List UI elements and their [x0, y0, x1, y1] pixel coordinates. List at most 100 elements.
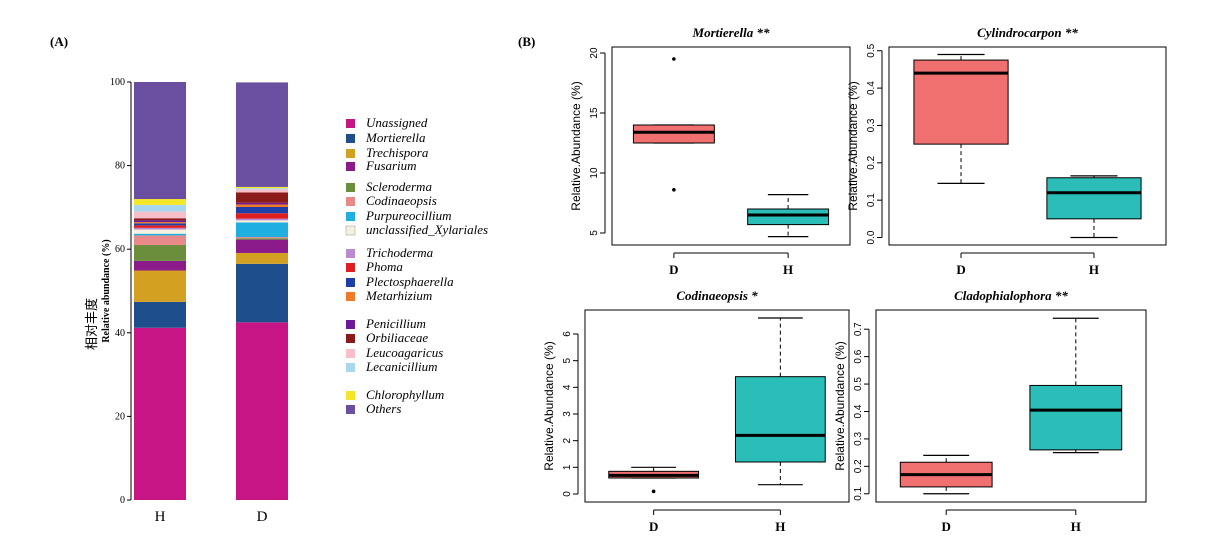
y-tick-label: 100: [110, 77, 125, 88]
bar-segment: [236, 238, 288, 240]
bar-segment: [134, 270, 186, 302]
legend-swatch: [346, 119, 355, 128]
plot-frame: [875, 309, 1147, 503]
legend-label: unclassified_Xylariales: [366, 222, 488, 237]
boxplot-panel: Cladophialophora ** 0.1 0.2 0.3 0.4 0.5 0.6 0.7…: [833, 288, 1147, 534]
bar-segment: [134, 235, 186, 246]
legend-label: Metarhizium: [365, 288, 432, 303]
boxplot-panel: Codinaeopsis * 0 1 2 3 4 5 6 Relative.Abundance …: [542, 288, 850, 534]
legend-label: Chlorophyllum: [366, 387, 444, 402]
legend-label: Purpureocillium: [365, 208, 451, 223]
bar-segment: [236, 263, 288, 323]
y-tick-label: 1: [562, 464, 573, 470]
bar-segment: [134, 225, 186, 228]
outlier-point: [651, 489, 656, 494]
stacked-bar-chart: 0 20 40 60 80 100 Relative abundance (%)相对丰度 H D: [84, 77, 288, 525]
y-tick-label: 0: [120, 495, 125, 506]
legend-swatch: [346, 334, 355, 343]
bar-segment: [134, 260, 186, 271]
bar-segment: [134, 223, 186, 226]
boxplot-panel: Mortierella ** 5 10 15 20 Relative.Abundance …: [569, 25, 851, 277]
bar-segment: [134, 229, 186, 234]
bar-segment: [236, 202, 288, 205]
plot-title: Codinaeopsis *: [676, 288, 758, 303]
bar-segment: [236, 189, 288, 193]
y-tick-label: 0: [562, 491, 573, 497]
box-H: [747, 208, 830, 226]
bar-segment: [236, 213, 288, 219]
legend-label: Mortierella: [365, 130, 426, 145]
bar-segment: [236, 220, 288, 223]
bar-segment: [134, 199, 186, 205]
legend-label: Penicillium: [365, 316, 426, 331]
y-axis-label-cn: 相对丰度: [84, 298, 100, 350]
y-tick-label: 0.7: [853, 322, 864, 336]
bar-segment: [236, 204, 288, 207]
y-tick-label: 0.2: [853, 459, 864, 473]
legend-label: Leucoagaricus: [365, 345, 443, 360]
plot-frame: [584, 309, 850, 503]
y-tick-label: 10: [589, 167, 600, 179]
bar-segment: [134, 245, 186, 261]
y-tick-label: 0.3: [853, 432, 864, 446]
plot-frame: [888, 46, 1167, 246]
y-tick-label: 5: [562, 357, 573, 363]
y-axis-label: Relative abundance (%): [101, 239, 112, 342]
bar-segment: [236, 237, 288, 239]
panel-a-label: (A): [50, 34, 68, 49]
x-category-label: H: [775, 519, 785, 534]
legend-label: Codinaeopsis: [366, 193, 437, 208]
panel-b-label: (B): [518, 34, 535, 49]
y-tick-label: 20: [589, 47, 600, 59]
x-category-label: H: [1089, 262, 1099, 277]
boxplot-panel: Cylindrocarpon ** 0.0 0.1 0.2 0.3 0.4 0.5 Relat…: [846, 25, 1167, 277]
legend-swatch: [346, 249, 355, 258]
legend-swatch: [346, 183, 355, 192]
y-tick-label: 5: [589, 230, 600, 236]
y-axis-label: Relative.Abundance (%): [846, 81, 860, 210]
outlier-point: [672, 57, 676, 61]
bar-segment: [236, 222, 288, 238]
legend-swatch: [346, 363, 355, 372]
legend-label: Phoma: [365, 259, 403, 274]
y-tick-label: 0.0: [866, 230, 877, 244]
y-tick-label: 0.5: [866, 43, 877, 57]
box-H: [734, 376, 826, 463]
legend-label: Trichoderma: [366, 245, 434, 260]
bar-segment: [134, 227, 186, 230]
y-tick-label: 40: [115, 328, 125, 339]
x-category-label: H: [1071, 519, 1081, 534]
bar-segment: [134, 218, 186, 221]
y-axis-label: Relative.Abundance (%): [542, 341, 556, 470]
legend-label: Others: [366, 401, 401, 416]
outlier-point: [672, 188, 676, 192]
bar-segment: [236, 218, 288, 221]
y-tick-label: 0.2: [866, 155, 877, 169]
legend-swatch: [346, 149, 355, 158]
x-category-label: H: [155, 509, 166, 525]
bar-segment: [134, 204, 186, 212]
box-D: [632, 124, 715, 144]
bar-segment: [236, 206, 288, 214]
y-tick-label: 20: [115, 411, 125, 422]
y-axis-label: Relative.Abundance (%): [833, 341, 847, 470]
y-axis-label: Relative.Abundance (%): [569, 81, 583, 210]
bar-segment: [236, 322, 288, 500]
bar-segment: [236, 192, 288, 203]
legend: UnassignedMortierellaTrechisporaFusarium…: [345, 115, 488, 416]
bar-segment: [236, 188, 288, 190]
legend-label: Trechispora: [366, 145, 429, 160]
y-tick-label: 6: [562, 331, 573, 337]
y-tick-label: 0.6: [853, 349, 864, 363]
legend-swatch: [346, 292, 355, 301]
box-H: [1046, 177, 1142, 220]
bar-segment: [134, 327, 186, 500]
y-tick-label: 80: [115, 161, 125, 172]
legend-label: Unassigned: [366, 115, 428, 130]
bar-segment: [236, 239, 288, 253]
y-tick-label: 0.3: [866, 118, 877, 132]
bar-segment: [134, 222, 186, 224]
bar-segment: [134, 211, 186, 219]
plot-title: Cylindrocarpon **: [977, 25, 1078, 40]
